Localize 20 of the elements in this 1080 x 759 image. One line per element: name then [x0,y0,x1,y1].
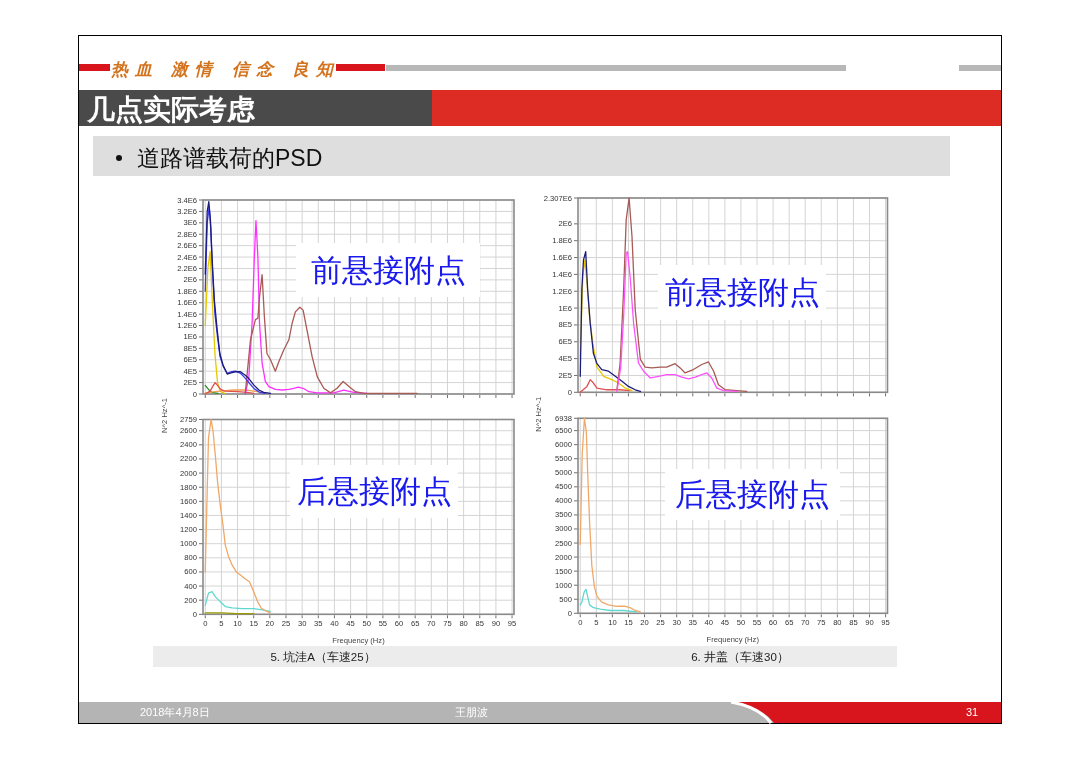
line-series [579,588,638,613]
chart-subtitle: 道路谱载荷的PSD [137,145,323,171]
annotation: 前悬接附点 [664,275,820,310]
text: 6. 井盖（车速30） [691,650,789,664]
line-series [579,251,641,393]
text: 5. 坑洼A（车速25） [270,650,376,664]
line-series [204,381,255,395]
annotation: 后悬接附点 [674,477,830,512]
text: 王朋波 [455,706,488,718]
text: 热血 激情 信念 良知 [111,59,335,79]
line-series [204,418,271,614]
annotation: 后悬接附点 [296,474,452,509]
text: 31 [965,706,979,718]
annotation: 前悬接附点 [310,253,466,288]
line-series [579,379,631,393]
line-series [579,417,641,613]
line-series [204,250,226,395]
text: 2018年4月8日 [140,706,210,718]
chart-title: 几点实际考虑 [86,94,256,125]
line-series [204,591,271,613]
